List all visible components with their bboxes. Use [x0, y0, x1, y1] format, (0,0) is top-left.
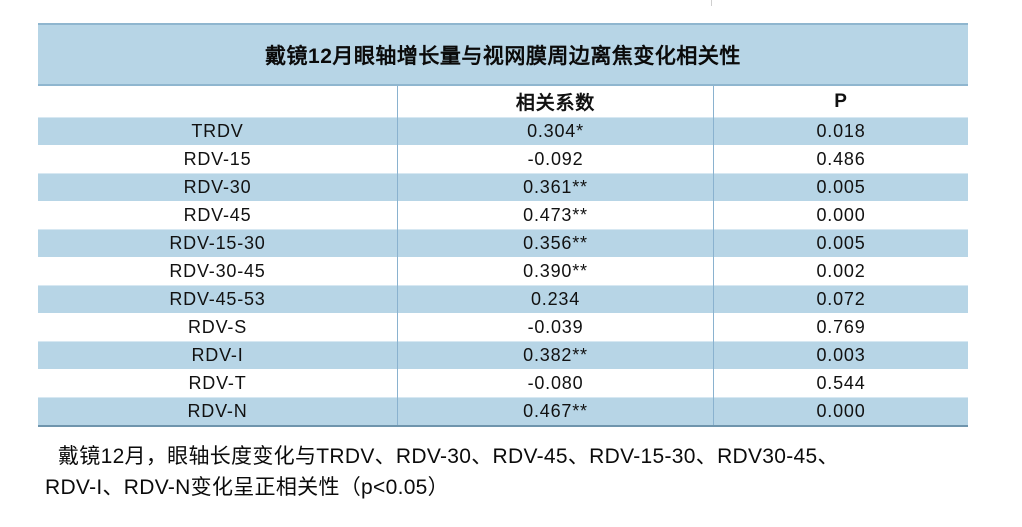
footnote-line-2: RDV-I、RDV-N变化呈正相关性（p<0.05）: [45, 476, 449, 499]
p-value: 0.486: [713, 145, 968, 173]
table-row: RDV-30-45 0.390** 0.002: [38, 257, 968, 285]
table-row: TRDV 0.304* 0.018: [38, 117, 968, 145]
row-label: RDV-30-45: [169, 260, 266, 281]
p-value: 0.018: [713, 117, 968, 145]
p-value: 0.072: [713, 285, 968, 313]
table-title: 戴镜12月眼轴增长量与视网膜周边离焦变化相关性: [265, 44, 741, 68]
p-value: 0.003: [713, 341, 968, 369]
coefficient-value: 0.304*: [397, 117, 713, 145]
coefficient-value: -0.039: [397, 313, 713, 341]
row-label: RDV-T: [188, 372, 247, 393]
row-label: RDV-S: [187, 316, 247, 337]
table-header-row: 相关系数 P: [38, 86, 968, 117]
table-row: RDV-I 0.382** 0.003: [38, 341, 968, 369]
row-label: RDV-15-30: [169, 232, 266, 253]
table-row: RDV-15 -0.092 0.486: [38, 145, 968, 173]
p-value: 0.000: [713, 397, 968, 425]
table-row: RDV-30 0.361** 0.005: [38, 173, 968, 201]
table-title-band: 戴镜12月眼轴增长量与视网膜周边离焦变化相关性: [38, 23, 968, 86]
crop-artifact-tick: [711, 0, 712, 6]
row-label: TRDV: [191, 120, 244, 141]
coefficient-value: 0.361**: [397, 173, 713, 201]
p-value: 0.002: [713, 257, 968, 285]
p-value: 0.000: [713, 201, 968, 229]
coefficient-value: 0.356**: [397, 229, 713, 257]
row-label: RDV-N: [187, 400, 248, 421]
row-label: RDV-I: [191, 344, 244, 365]
p-value: 0.005: [713, 229, 968, 257]
p-value: 0.769: [713, 313, 968, 341]
header-cell-coefficient: 相关系数: [397, 86, 713, 117]
coefficient-value: -0.080: [397, 369, 713, 397]
p-value: 0.544: [713, 369, 968, 397]
header-cell-empty: [38, 86, 397, 117]
row-label: RDV-30: [183, 176, 252, 197]
p-value: 0.005: [713, 173, 968, 201]
table-row: RDV-N 0.467** 0.000: [38, 397, 968, 425]
table-row: RDV-T -0.080 0.544: [38, 369, 968, 397]
coefficient-value: -0.092: [397, 145, 713, 173]
coefficient-value: 0.473**: [397, 201, 713, 229]
coefficient-value: 0.382**: [397, 341, 713, 369]
table-row: RDV-S -0.039 0.769: [38, 313, 968, 341]
table-bottom-border: [38, 425, 968, 427]
correlation-table: 戴镜12月眼轴增长量与视网膜周边离焦变化相关性 相关系数 P TRDV 0.304…: [38, 23, 968, 427]
table-row: RDV-15-30 0.356** 0.005: [38, 229, 968, 257]
coefficient-value: 0.390**: [397, 257, 713, 285]
header-cell-p: P: [713, 86, 968, 117]
row-label: RDV-45-53: [169, 288, 266, 309]
table-body: TRDV 0.304* 0.018 RDV-15 -0.092 0.486 RDV-30 0.…: [38, 117, 968, 425]
row-label: RDV-45: [183, 204, 252, 225]
table-row: RDV-45 0.473** 0.000: [38, 201, 968, 229]
coefficient-value: 0.467**: [397, 397, 713, 425]
table-row: RDV-45-53 0.234 0.072: [38, 285, 968, 313]
footnote-line-1: 戴镜12月，眼轴长度变化与TRDV、RDV-30、RDV-45、RDV-15-3…: [58, 445, 839, 468]
coefficient-value: 0.234: [397, 285, 713, 313]
footnote: 戴镜12月，眼轴长度变化与TRDV、RDV-30、RDV-45、RDV-15-3…: [45, 441, 995, 503]
row-label: RDV-15: [183, 148, 252, 169]
